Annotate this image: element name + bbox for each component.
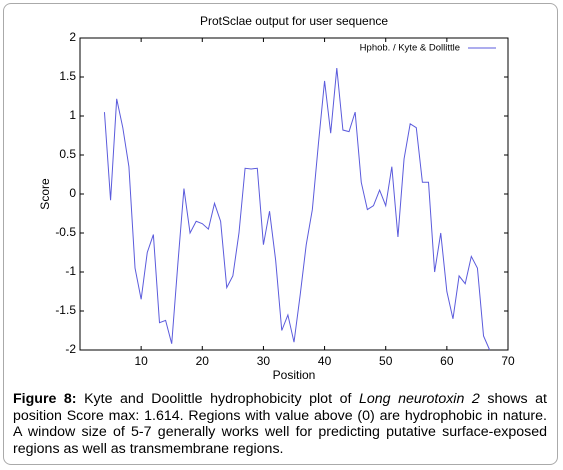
y-tick-label: -0.5 — [55, 225, 76, 239]
y-tick-label: -1 — [65, 264, 76, 278]
plot-frame — [79, 37, 509, 351]
x-tick-label: 60 — [440, 354, 454, 368]
y-tick-label: 1.5 — [59, 69, 76, 83]
x-tick-label: 30 — [257, 354, 271, 368]
caption-text: shows at position Score max: 1.614. Regi… — [13, 391, 547, 457]
x-tick-label: 70 — [501, 354, 515, 368]
caption-text: Kyte and Doolittle hydrophobicity plot o… — [84, 391, 352, 407]
x-tick-label: 50 — [379, 354, 393, 368]
y-tick-label: 0 — [69, 186, 76, 200]
x-tick-label: 40 — [318, 354, 332, 368]
y-tick-label: -1.5 — [55, 303, 76, 317]
caption: Figure 8: Kyte and Doolittle hydrophobic… — [13, 391, 547, 457]
data-line — [103, 68, 491, 351]
chart: ProtSclae output for user sequence Posit… — [38, 14, 515, 382]
x-tick-label: 20 — [196, 354, 210, 368]
caption-italic: Long neurotoxin 2 — [358, 391, 480, 407]
caption-label: Figure 8: — [13, 391, 77, 407]
chart-title: ProtSclae output for user sequence — [200, 14, 388, 28]
x-axis-label: Position — [273, 368, 316, 382]
y-axis-label: Score — [38, 178, 52, 210]
y-tick-label: 0.5 — [59, 147, 76, 161]
y-tick-label: -2 — [65, 342, 76, 356]
legend-label: Hphob. / Kyte & Dollittle — [360, 43, 460, 54]
y-tick-label: 2 — [69, 30, 76, 44]
x-tick-label: 10 — [134, 354, 148, 368]
y-tick-label: 1 — [69, 108, 76, 122]
figure-frame — [3, 3, 558, 465]
